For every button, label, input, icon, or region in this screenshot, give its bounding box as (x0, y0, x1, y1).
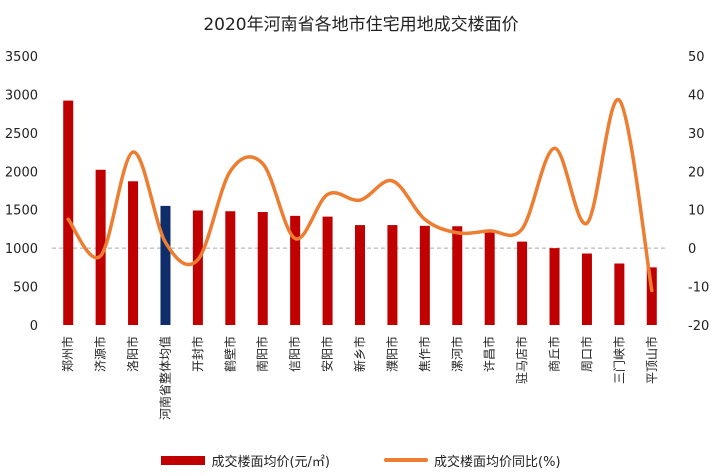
category-label: 商丘市 (547, 336, 562, 372)
category-label: 三门峡市 (611, 336, 626, 384)
category-label: 郑州市 (60, 336, 75, 372)
y-left-tick-label: 1500 (5, 204, 38, 219)
category-label: 洛阳市 (125, 336, 140, 372)
y-left-tick-label: 3000 (5, 88, 38, 103)
legend-item-bar: 成交楼面均价(元/㎡) (161, 451, 330, 470)
category-label: 许昌市 (482, 336, 497, 372)
category-label: 鹤壁市 (222, 336, 237, 372)
category-label: 平顶山市 (644, 336, 659, 384)
bar (225, 211, 236, 325)
y-left-tick-label: 0 (30, 319, 38, 334)
bar (63, 100, 74, 325)
bar (387, 225, 398, 325)
category-label: 漯河市 (449, 336, 464, 372)
y-right-tick-label: -10 (688, 281, 709, 296)
chart-title: 2020年河南省各地市住宅用地成交楼面价 (203, 15, 519, 35)
bar (355, 225, 365, 325)
y-right-tick-label: 0 (688, 242, 696, 257)
y-right-tick-label: 50 (688, 50, 705, 65)
category-label: 河南省整体均值 (157, 336, 172, 420)
bar (517, 241, 528, 325)
category-label: 新乡市 (352, 336, 367, 372)
bar (95, 169, 106, 325)
y-right-tick-label: 20 (688, 165, 705, 180)
y-left-tick-label: 1000 (5, 242, 38, 257)
bar (322, 216, 333, 325)
legend-line-swatch (384, 458, 429, 462)
bar (646, 267, 657, 325)
bar (549, 248, 560, 325)
legend-bar-label: 成交楼面均价(元/㎡) (211, 454, 331, 470)
bar (290, 215, 301, 325)
bar (160, 205, 171, 325)
category-label: 周口市 (579, 336, 594, 372)
yoy-series-line (66, 98, 654, 293)
y-right-tick-label: 10 (688, 204, 705, 219)
bar (614, 263, 625, 325)
category-label: 濮阳市 (384, 336, 399, 372)
y-left-tick-label: 2000 (5, 165, 38, 180)
bar (452, 226, 463, 325)
bar (419, 225, 430, 325)
bar (192, 210, 203, 325)
bar (128, 181, 139, 325)
category-label: 安阳市 (320, 336, 335, 372)
y-left-tick-label: 500 (13, 281, 38, 296)
legend-line-label: 成交楼面均价同比(%) (434, 454, 561, 470)
legend-item-line: 成交楼面均价同比(%) (384, 451, 561, 470)
bar (581, 253, 592, 325)
y-left-tick-label: 3500 (5, 50, 38, 65)
category-label: 开封市 (190, 336, 205, 372)
y-right-tick-label: -20 (688, 319, 709, 334)
legend: 成交楼面均价(元/㎡) 成交楼面均价同比(%) (0, 450, 722, 470)
legend-bar-swatch (161, 455, 206, 465)
category-label: 信阳市 (287, 336, 302, 372)
category-label: 驻马店市 (514, 336, 529, 384)
category-label: 南阳市 (255, 336, 270, 372)
y-right-tick-label: 30 (688, 127, 705, 142)
category-label: 济源市 (93, 336, 108, 372)
bar (257, 212, 268, 325)
bar (484, 230, 495, 325)
y-left-tick-label: 2500 (5, 127, 38, 142)
category-label: 焦作市 (417, 336, 432, 372)
y-right-tick-label: 40 (688, 88, 705, 103)
